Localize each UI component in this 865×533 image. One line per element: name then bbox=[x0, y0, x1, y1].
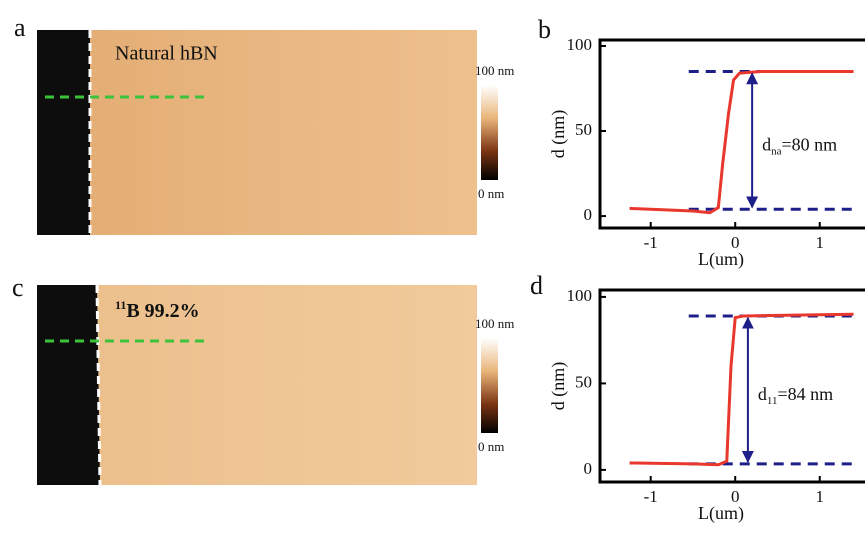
x-tick-label: 1 bbox=[815, 487, 824, 506]
panel-label: a bbox=[14, 13, 26, 42]
annotation: d11=84 nm bbox=[758, 384, 833, 406]
y-tick-label: 0 bbox=[584, 459, 593, 478]
x-tick-label: 1 bbox=[815, 233, 824, 252]
image-label: 11B 99.2% bbox=[115, 298, 200, 322]
figure: a Natural hBN 100 nm 0 nm c 11B 99.2% 10… bbox=[0, 0, 865, 533]
colorbar-min: 0 nm bbox=[478, 186, 504, 201]
y-axis-label: d (nm) bbox=[548, 110, 569, 159]
y-tick-label: 0 bbox=[584, 205, 593, 224]
image-label: Natural hBN bbox=[115, 43, 218, 65]
y-tick-label: 100 bbox=[567, 286, 593, 305]
y-tick-label: 50 bbox=[575, 120, 592, 139]
annotation-main: d bbox=[762, 135, 771, 155]
afm-image bbox=[37, 285, 477, 485]
colorbar-max: 100 nm bbox=[475, 316, 514, 331]
annotation-main: d bbox=[758, 384, 767, 404]
annotation-sub: na bbox=[771, 145, 782, 157]
annotation-rest: =80 nm bbox=[782, 135, 838, 155]
label-sup: 11 bbox=[115, 298, 126, 312]
y-tick-label: 100 bbox=[567, 35, 593, 54]
colorbar-max: 100 nm bbox=[475, 63, 514, 78]
x-tick-label: -1 bbox=[644, 487, 658, 506]
colorbar bbox=[481, 338, 498, 433]
afm-image bbox=[37, 30, 477, 235]
x-axis-label: L(um) bbox=[698, 249, 744, 270]
colorbar bbox=[481, 85, 498, 180]
y-axis-label: d (nm) bbox=[548, 362, 569, 411]
panel-label: c bbox=[12, 273, 24, 302]
colorbar-min: 0 nm bbox=[478, 439, 504, 454]
annotation-sub: 11 bbox=[767, 394, 778, 406]
x-axis-label: L(um) bbox=[698, 503, 744, 524]
substrate bbox=[37, 285, 100, 485]
substrate bbox=[37, 30, 90, 235]
label-text: B 99.2% bbox=[126, 300, 199, 322]
y-tick-label: 50 bbox=[575, 372, 592, 391]
panel-label: b bbox=[538, 15, 551, 44]
panel-label: d bbox=[530, 271, 543, 300]
annotation: dna=80 nm bbox=[762, 135, 837, 157]
x-tick-label: -1 bbox=[644, 233, 658, 252]
annotation-rest: =84 nm bbox=[777, 384, 833, 404]
